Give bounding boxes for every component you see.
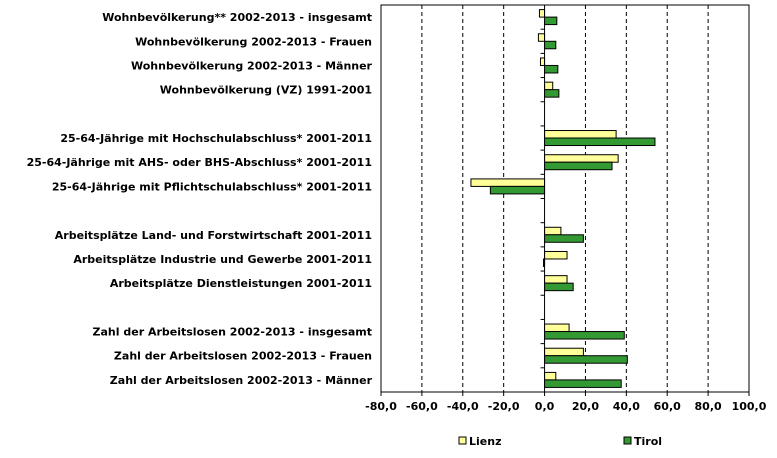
bar-tirol: [544, 355, 628, 364]
category-label: Wohnbevölkerung 2002-2013 - Männer: [131, 59, 373, 72]
x-tick-labels: -80,0 -60,0 -40,0 -20,0 0,0 20,0 40,0 60,0 80,0 1…: [365, 392, 767, 413]
bar-tirol: [544, 64, 559, 74]
bar-tirol: [544, 161, 613, 171]
x-tick-label: 0,0: [535, 400, 555, 413]
category-label: 25-64-Jährige mit Hochschulabschluss* 20…: [60, 132, 372, 145]
bar-tirol: [544, 379, 622, 388]
category-labels: Wohnbevölkerung** 2002-2013 - insgesamt W…: [27, 11, 373, 387]
legend: Lienz Tirol: [458, 435, 662, 448]
bar-lienz: [538, 9, 546, 18]
bar-lienz: [544, 226, 562, 236]
x-tick-label: -40,0: [447, 400, 479, 413]
category-label: Zahl der Arbeitslosen 2002-2013 - insges…: [93, 326, 372, 339]
legend-label-lienz: Lienz: [469, 435, 501, 448]
x-tick-label: 60,0: [654, 400, 681, 413]
category-label: Wohnbevölkerung** 2002-2013 - insgesamt: [102, 11, 372, 24]
category-label: Wohnbevölkerung (VZ) 1991-2001: [160, 84, 372, 97]
axes: [540, 4, 546, 393]
category-label: 25-64-Jährige mit AHS- oder BHS-Abschlus…: [27, 156, 372, 169]
bar-tirol: [544, 137, 656, 147]
x-tick-label: 80,0: [695, 400, 722, 413]
bar-lienz: [544, 81, 554, 91]
bar-tirol: [544, 331, 625, 340]
category-label: Zahl der Arbeitslosen 2002-2013 - Frauen: [114, 350, 372, 363]
legend-swatch-lienz: [458, 436, 467, 445]
bar-lienz: [544, 323, 570, 333]
x-tick-label: -20,0: [488, 400, 520, 413]
x-tick-label: 40,0: [613, 400, 640, 413]
category-label: Wohnbevölkerung 2002-2013 - Frauen: [135, 35, 372, 48]
x-tick-label: -80,0: [365, 400, 397, 413]
category-label: Arbeitsplätze Industrie und Gewerbe 2001…: [73, 253, 372, 266]
category-label: Arbeitsplätze Dienstleistungen 2001-2011: [110, 277, 372, 290]
bar-lienz: [544, 371, 557, 381]
bar-lienz: [470, 178, 546, 187]
bar-tirol: [544, 282, 574, 292]
bar-tirol: [544, 234, 584, 243]
grid-lines: [421, 5, 709, 392]
x-tick-label: 20,0: [572, 400, 599, 413]
bar-lienz: [537, 33, 546, 42]
category-label: Arbeitsplätze Land- und Forstwirtschaft …: [55, 229, 372, 242]
category-label: 25-64-Jährige mit Pflichtschulabschluss*…: [52, 180, 372, 193]
bar-tirol: [544, 16, 558, 26]
bar-lienz: [544, 275, 568, 284]
legend-label-tirol: Tirol: [634, 435, 662, 448]
bar-tirol: [489, 185, 546, 195]
bar-lienz: [544, 250, 568, 260]
bar-lienz: [539, 57, 546, 66]
bar-tirol: [544, 89, 560, 98]
x-tick-label: 100,0: [732, 400, 767, 413]
bar-lienz: [544, 347, 584, 357]
bar-tirol: [544, 40, 557, 50]
bar-lienz: [544, 130, 617, 139]
bar-lienz: [544, 154, 619, 163]
category-label: Zahl der Arbeitslosen 2002-2013 - Männer: [110, 374, 373, 387]
x-tick-label: -60,0: [406, 400, 438, 413]
legend-swatch-tirol: [623, 436, 632, 445]
